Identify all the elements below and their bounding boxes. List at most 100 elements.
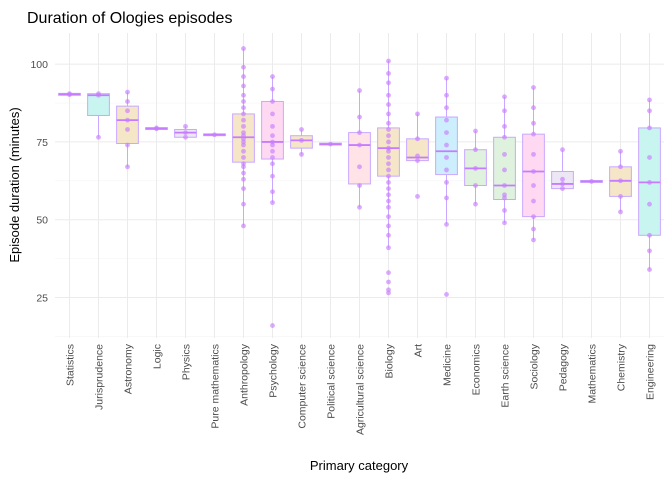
data-point xyxy=(270,133,275,139)
box-agricultural-science xyxy=(348,88,371,210)
y-tick-label: 100 xyxy=(30,59,48,71)
data-point xyxy=(531,151,536,157)
data-point xyxy=(386,287,391,293)
data-point xyxy=(241,201,246,207)
x-tick-label: Pedagogy xyxy=(558,343,570,391)
box-pure-mathematics xyxy=(203,132,226,138)
data-point xyxy=(502,207,507,213)
data-point xyxy=(502,192,507,198)
data-point xyxy=(357,164,362,170)
data-point xyxy=(502,167,507,173)
data-point xyxy=(270,86,275,92)
data-point xyxy=(386,198,391,204)
box-biology xyxy=(377,58,400,296)
data-point xyxy=(183,134,188,140)
data-point xyxy=(125,142,130,148)
data-point xyxy=(357,114,362,120)
x-tick-label: Physics xyxy=(181,344,193,380)
x-tick-label: Statistics xyxy=(65,344,77,386)
box-jurisprudence xyxy=(87,91,110,140)
box-engineering xyxy=(638,97,661,272)
data-point xyxy=(386,223,391,229)
data-point xyxy=(444,105,449,111)
data-point xyxy=(502,94,507,100)
data-point xyxy=(444,75,449,81)
data-point xyxy=(560,147,565,153)
y-axis-ticks: 25 50 75 100 xyxy=(30,59,48,304)
data-point xyxy=(473,147,478,153)
data-point xyxy=(531,198,536,204)
data-point xyxy=(386,145,391,151)
data-point xyxy=(415,153,420,159)
data-point xyxy=(618,148,623,154)
data-point xyxy=(241,64,246,70)
data-point xyxy=(560,176,565,182)
data-point xyxy=(154,125,159,131)
data-point xyxy=(386,245,391,251)
data-point xyxy=(502,151,507,157)
data-point xyxy=(386,80,391,86)
data-point xyxy=(270,200,275,206)
box-art xyxy=(406,111,429,199)
box-psychology xyxy=(261,74,284,328)
data-point xyxy=(531,105,536,111)
data-point xyxy=(502,108,507,114)
data-point xyxy=(444,179,449,185)
box-anthropology xyxy=(232,46,255,229)
data-point xyxy=(444,142,449,148)
x-tick-label: Medicine xyxy=(442,344,454,386)
boxes xyxy=(58,46,661,328)
x-tick-label: Psychology xyxy=(268,343,280,397)
data-point xyxy=(531,226,536,232)
data-point xyxy=(125,164,130,170)
data-point xyxy=(444,292,449,297)
data-point xyxy=(357,142,362,148)
data-point xyxy=(647,248,652,254)
data-point xyxy=(502,123,507,129)
data-point xyxy=(241,161,246,167)
data-point xyxy=(386,161,391,167)
data-point xyxy=(386,139,391,145)
data-point xyxy=(473,183,478,188)
data-point xyxy=(270,155,275,160)
x-tick-label: Biology xyxy=(384,343,396,378)
data-point xyxy=(328,141,333,147)
data-point xyxy=(473,165,478,171)
box-pedagogy xyxy=(551,147,574,192)
data-point xyxy=(502,183,507,188)
data-point xyxy=(647,267,652,272)
data-point xyxy=(357,204,362,210)
data-point xyxy=(386,111,391,117)
x-tick-label: Logic xyxy=(152,344,164,369)
data-point xyxy=(618,193,623,199)
data-point xyxy=(241,148,246,154)
data-point xyxy=(67,91,72,97)
x-tick-label: Mathematics xyxy=(587,344,599,404)
data-point xyxy=(473,201,478,207)
data-point xyxy=(415,193,420,199)
data-point xyxy=(386,120,391,126)
box-logic xyxy=(145,125,168,132)
data-point xyxy=(241,170,246,176)
data-point xyxy=(270,74,275,79)
x-tick-label: Chemistry xyxy=(616,343,628,391)
data-point xyxy=(444,117,449,123)
data-point xyxy=(241,117,246,123)
y-axis-title: Episode duration (minutes) xyxy=(7,107,22,262)
data-point xyxy=(647,232,652,238)
data-point xyxy=(415,111,420,117)
x-tick-label: Art xyxy=(413,344,425,358)
y-tick-label: 50 xyxy=(36,215,48,227)
data-point xyxy=(502,134,507,140)
data-point xyxy=(386,71,391,76)
data-point xyxy=(386,204,391,210)
data-point xyxy=(415,136,420,142)
x-tick-label: Computer science xyxy=(297,344,309,429)
data-point xyxy=(386,173,391,179)
x-tick-label: Anthropology xyxy=(239,343,251,406)
data-point xyxy=(531,237,536,243)
data-point xyxy=(96,91,101,97)
data-point xyxy=(241,46,246,51)
box-statistics xyxy=(58,91,81,98)
